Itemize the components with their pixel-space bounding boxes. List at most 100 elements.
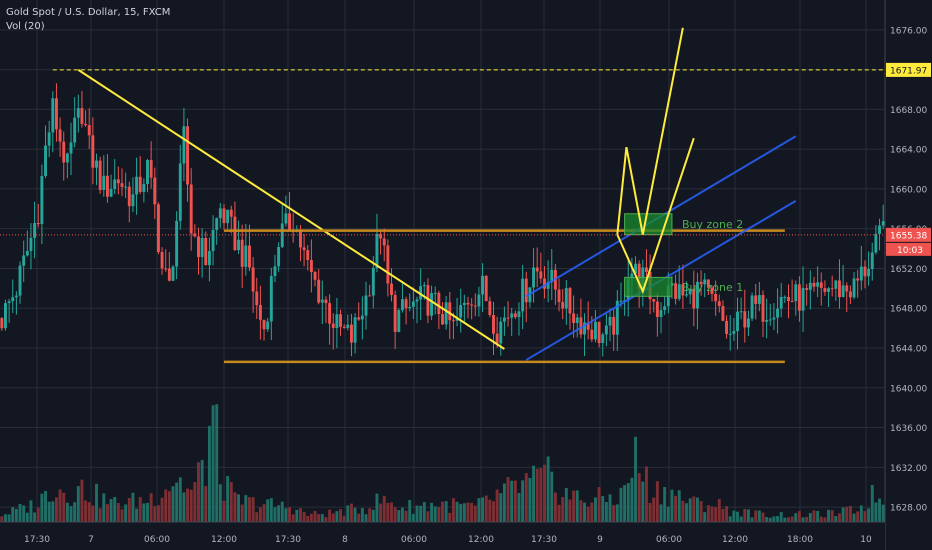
volume-bar bbox=[233, 492, 237, 522]
volume-indicator-label[interactable]: Vol (20) bbox=[6, 21, 45, 32]
candle bbox=[575, 313, 579, 338]
candle-body bbox=[863, 266, 867, 277]
candle bbox=[178, 144, 182, 230]
candle bbox=[746, 310, 750, 336]
candle-body bbox=[266, 321, 270, 330]
volume-bar bbox=[226, 476, 230, 522]
candle bbox=[54, 83, 58, 142]
candle-body bbox=[171, 266, 175, 281]
volume-bar bbox=[528, 477, 532, 522]
candle bbox=[331, 313, 335, 350]
buy-zone-box[interactable] bbox=[624, 276, 673, 297]
candle bbox=[437, 290, 441, 330]
volume-bar bbox=[215, 404, 219, 522]
candle bbox=[448, 291, 452, 340]
candle bbox=[564, 280, 568, 325]
candle bbox=[258, 285, 262, 340]
candle bbox=[703, 273, 707, 298]
candle bbox=[495, 316, 499, 348]
volume-bar bbox=[721, 508, 725, 522]
volume-bar bbox=[164, 489, 168, 522]
volume-bar bbox=[787, 517, 790, 522]
descending-trendline[interactable] bbox=[77, 69, 505, 350]
candle bbox=[594, 309, 597, 343]
volume-bar bbox=[706, 505, 710, 522]
drawings[interactable]: Buy zone 2 Buy zone 1 bbox=[52, 27, 885, 364]
candle bbox=[233, 201, 237, 252]
volume-bar bbox=[502, 483, 506, 522]
candle-body bbox=[601, 334, 605, 343]
candle-body bbox=[29, 237, 33, 251]
candle bbox=[874, 225, 878, 255]
projected-path[interactable] bbox=[616, 137, 695, 295]
symbol-title[interactable]: Gold Spot / U.S. Dollar, 15, FXCM bbox=[6, 7, 171, 18]
candle bbox=[816, 266, 820, 298]
volume-bar bbox=[87, 502, 91, 522]
candle bbox=[182, 108, 186, 182]
candle bbox=[604, 313, 608, 347]
volume-bar bbox=[601, 496, 605, 522]
candle-body bbox=[84, 123, 88, 126]
volume-bar bbox=[473, 505, 477, 522]
candle-body bbox=[674, 283, 678, 299]
price-axis[interactable]: 1676.001672.001668.001664.001660.001656.… bbox=[884, 0, 932, 550]
time-axis[interactable]: 17:30 7 06:00 12:00 17:30 8 06:00 12:00 17:30 9 06… bbox=[0, 521, 885, 550]
volume-bar bbox=[666, 506, 670, 522]
candle-body bbox=[98, 160, 102, 190]
candle-body bbox=[116, 179, 120, 184]
candle bbox=[33, 201, 37, 259]
volume-bar bbox=[521, 480, 525, 522]
countdown-tag bbox=[886, 242, 931, 256]
candle bbox=[375, 213, 379, 273]
candle-body bbox=[510, 313, 514, 318]
candle bbox=[426, 278, 430, 324]
volume-bar bbox=[390, 502, 393, 522]
candle-body bbox=[677, 284, 681, 299]
candle bbox=[499, 317, 503, 356]
volume-bar bbox=[470, 502, 474, 522]
candle-body bbox=[113, 179, 117, 189]
volume-bar bbox=[848, 505, 852, 522]
x-tick-label: 8 bbox=[342, 535, 348, 545]
candle-body bbox=[852, 278, 856, 298]
candle bbox=[470, 298, 474, 320]
candle-body bbox=[695, 281, 699, 309]
volume-bar bbox=[207, 425, 211, 522]
volume-bar bbox=[681, 500, 685, 522]
candle-body bbox=[521, 278, 525, 312]
candle-body bbox=[237, 239, 241, 251]
candle bbox=[171, 265, 175, 282]
candle bbox=[776, 288, 780, 334]
volume-bar bbox=[550, 471, 554, 522]
volume-bar bbox=[517, 492, 521, 522]
candle bbox=[87, 108, 91, 150]
candle-body bbox=[419, 286, 423, 300]
candle-body bbox=[156, 204, 160, 252]
candle-body bbox=[787, 296, 790, 302]
candle-body bbox=[644, 267, 648, 272]
candle bbox=[561, 289, 565, 320]
candle bbox=[652, 298, 656, 313]
volume-bar bbox=[655, 481, 659, 522]
candle-body bbox=[484, 275, 488, 302]
candle-body bbox=[473, 305, 477, 307]
projected-path[interactable] bbox=[616, 27, 684, 235]
candle-body bbox=[532, 267, 536, 288]
countdown-label: 10:03 bbox=[897, 246, 923, 256]
candle-body bbox=[386, 245, 390, 284]
candle-body bbox=[801, 288, 805, 311]
volume-bar bbox=[572, 490, 576, 522]
candle bbox=[473, 293, 477, 317]
candle-body bbox=[138, 176, 142, 192]
candle-body bbox=[539, 271, 543, 279]
volume-bar bbox=[80, 479, 84, 522]
volume-bar bbox=[492, 501, 495, 522]
candle-body bbox=[135, 176, 139, 195]
volume-bar bbox=[495, 489, 499, 522]
candle bbox=[211, 215, 215, 266]
volume-bar bbox=[754, 510, 758, 522]
candle-body bbox=[492, 315, 495, 334]
volume-bar bbox=[441, 501, 444, 522]
